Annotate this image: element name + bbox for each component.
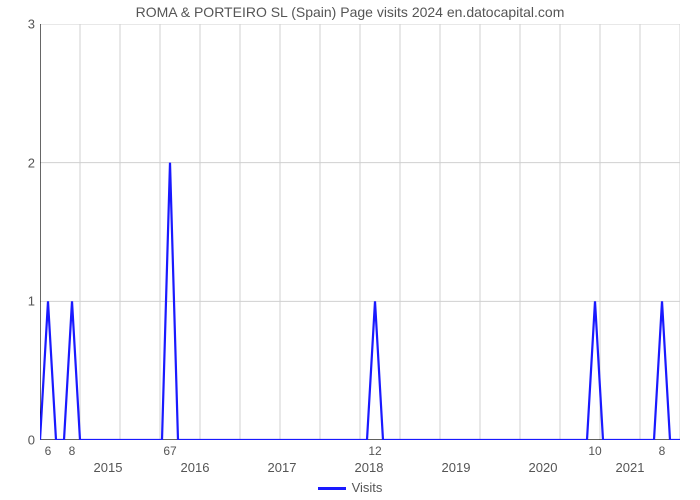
x-tick-label: 2019 [442,460,471,475]
spike-value-label: 8 [69,444,76,458]
x-tick-label: 2016 [181,460,210,475]
spike-value-label: 8 [659,444,666,458]
y-tick-label: 3 [5,17,35,32]
x-tick-label: 2017 [268,460,297,475]
spike-value-label: 12 [368,444,381,458]
x-tick-label: 2018 [355,460,384,475]
legend-label: Visits [352,480,383,495]
legend-swatch [318,487,346,490]
chart-title: ROMA & PORTEIRO SL (Spain) Page visits 2… [0,4,700,20]
y-tick-label: 0 [5,433,35,448]
plot-area [40,24,680,440]
x-tick-label: 2021 [616,460,645,475]
x-tick-label: 2020 [529,460,558,475]
x-tick-label: 2015 [94,460,123,475]
spike-value-label: 6 [45,444,52,458]
y-tick-label: 2 [5,155,35,170]
legend: Visits [0,480,700,495]
chart-container: ROMA & PORTEIRO SL (Spain) Page visits 2… [0,0,700,500]
y-tick-label: 1 [5,294,35,309]
spike-value-label: 67 [163,444,176,458]
spike-value-label: 10 [588,444,601,458]
chart-svg [40,24,680,440]
